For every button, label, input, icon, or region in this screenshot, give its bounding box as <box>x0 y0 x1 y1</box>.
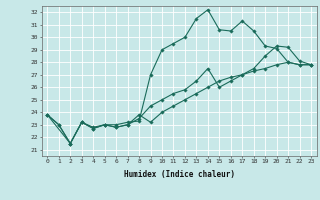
X-axis label: Humidex (Indice chaleur): Humidex (Indice chaleur) <box>124 170 235 179</box>
